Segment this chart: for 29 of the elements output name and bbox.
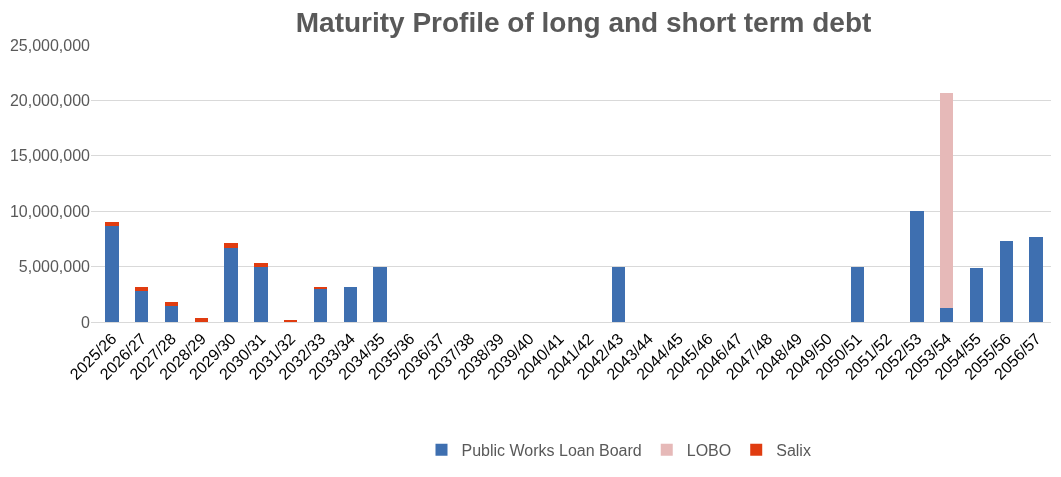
bar — [224, 247, 238, 322]
bar — [105, 225, 119, 322]
bar — [910, 211, 924, 322]
bar — [969, 267, 984, 322]
y-tick-label: 0 — [81, 313, 91, 331]
y-tick-label: 20,000,000 — [9, 92, 91, 109]
bar — [850, 266, 864, 322]
y-tick-label: 15,000,000 — [9, 147, 91, 165]
bar — [939, 92, 954, 308]
y-tick-label: 10,000,000 — [9, 202, 91, 220]
bar — [373, 266, 387, 322]
bar — [611, 266, 626, 322]
legend-label: LOBO — [686, 441, 732, 459]
bar — [254, 266, 268, 322]
bar — [313, 288, 328, 322]
y-tick-label: 5,000,000 — [18, 258, 91, 276]
bar — [105, 222, 119, 226]
bar — [939, 307, 954, 322]
bar — [999, 241, 1013, 322]
legend-label: Salix — [776, 441, 811, 459]
legend-label: Public Works Loan Board — [461, 441, 642, 459]
chart-title: Maturity Profile of long and short term debt — [295, 6, 872, 38]
bar — [134, 290, 149, 322]
bar — [343, 286, 358, 322]
y-tick-label: 25,000,000 — [9, 36, 91, 54]
bar — [224, 243, 238, 248]
bar — [254, 263, 268, 267]
bar — [164, 306, 179, 322]
bar — [1029, 236, 1043, 322]
